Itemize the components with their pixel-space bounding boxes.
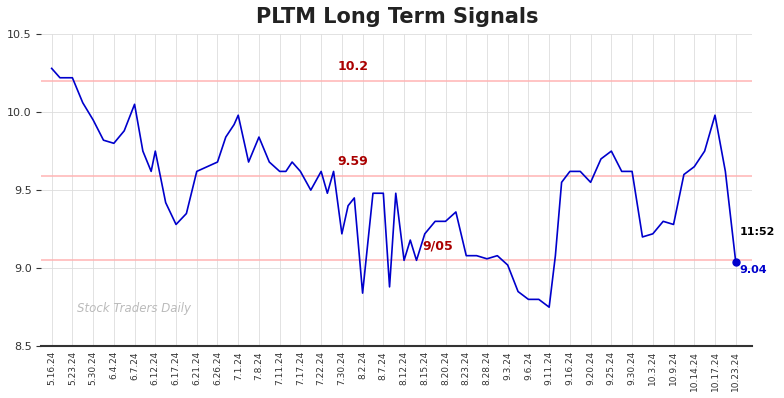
Title: PLTM Long Term Signals: PLTM Long Term Signals bbox=[256, 7, 538, 27]
Text: 9/05: 9/05 bbox=[423, 240, 453, 253]
Text: 10.2: 10.2 bbox=[337, 60, 368, 73]
Text: Stock Traders Daily: Stock Traders Daily bbox=[77, 302, 191, 315]
Text: 9.59: 9.59 bbox=[337, 155, 368, 168]
Text: 9.04: 9.04 bbox=[740, 265, 768, 275]
Text: 11:52: 11:52 bbox=[740, 227, 775, 237]
